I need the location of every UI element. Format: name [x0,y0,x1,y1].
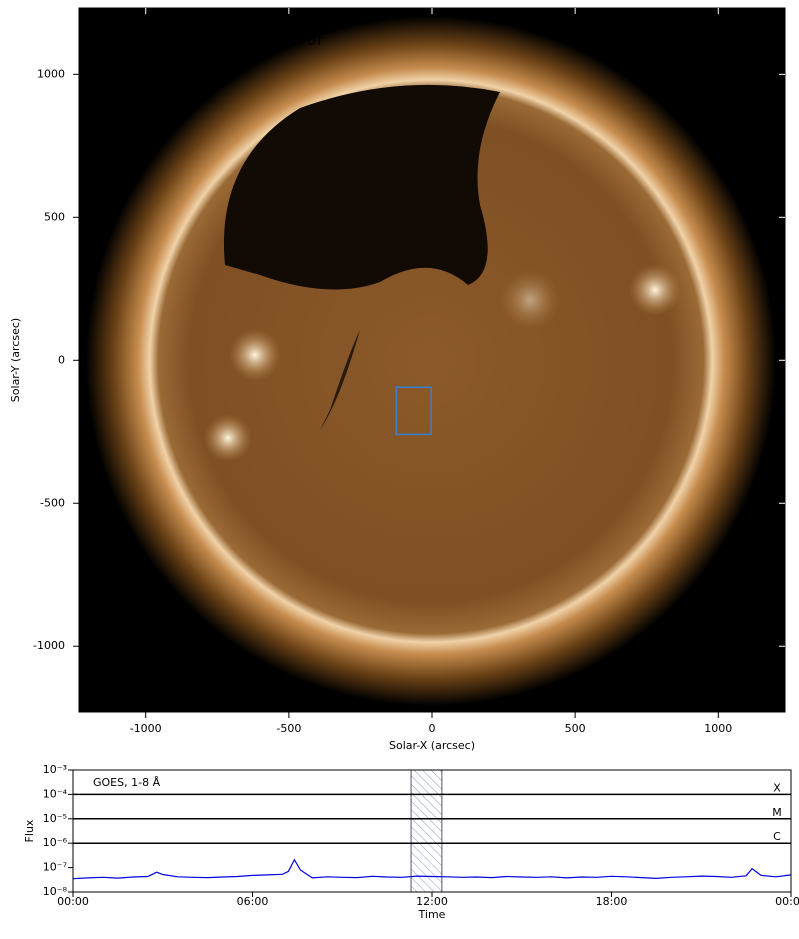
x-tick-label: -1000 [130,722,162,735]
y-tick-label: 10⁻⁸ [43,885,68,898]
x-tick-label: 18:00 [596,895,628,908]
x-tick-label: 00:00 [775,895,799,908]
highlight-band [410,769,443,893]
x-tick-label: 00:00 [57,895,89,908]
flux-line [72,858,792,880]
flare-class-label: M [772,806,782,819]
chart-title: GOES, 1-8 Å [93,776,161,789]
active-region [500,270,560,330]
image-title: AIA 0193, 19-Nov-2016, 12:00:05 UT [120,35,323,48]
y-tick-label: 10⁻⁴ [43,787,68,800]
y-tick-label: 10⁻⁶ [43,836,68,849]
y-tick-label: 10⁻³ [43,763,67,776]
solar-image [79,8,785,712]
x-axis-label: Time [418,908,446,921]
y-tick-label: -500 [40,496,65,509]
x-axis-label: Solar-X (arcsec) [389,739,475,752]
x-tick-label: 1000 [704,722,732,735]
x-tick-label: 500 [565,722,586,735]
y-axis-label: Flux [23,819,36,842]
y-tick-label: 10⁻⁵ [43,812,67,825]
x-tick-label: -500 [276,722,301,735]
y-tick-label: 0 [58,353,65,366]
x-tick-label: 12:00 [416,895,448,908]
x-tick-label: 0 [429,722,436,735]
active-region [629,264,681,316]
active-region [204,414,252,462]
active-region [229,329,281,381]
y-tick-label: 1000 [37,67,65,80]
flare-class-label: X [773,781,781,794]
y-tick-label: -1000 [33,639,65,652]
coronal-hole [223,84,500,290]
y-axis-label: Solar-Y (arcsec) [9,318,22,402]
x-tick-label: 06:00 [237,895,269,908]
y-tick-label: 500 [44,210,65,223]
flare-class-label: C [773,830,781,843]
y-tick-label: 10⁻⁷ [43,861,67,874]
region-box [395,386,432,436]
dark-filament [320,330,360,430]
